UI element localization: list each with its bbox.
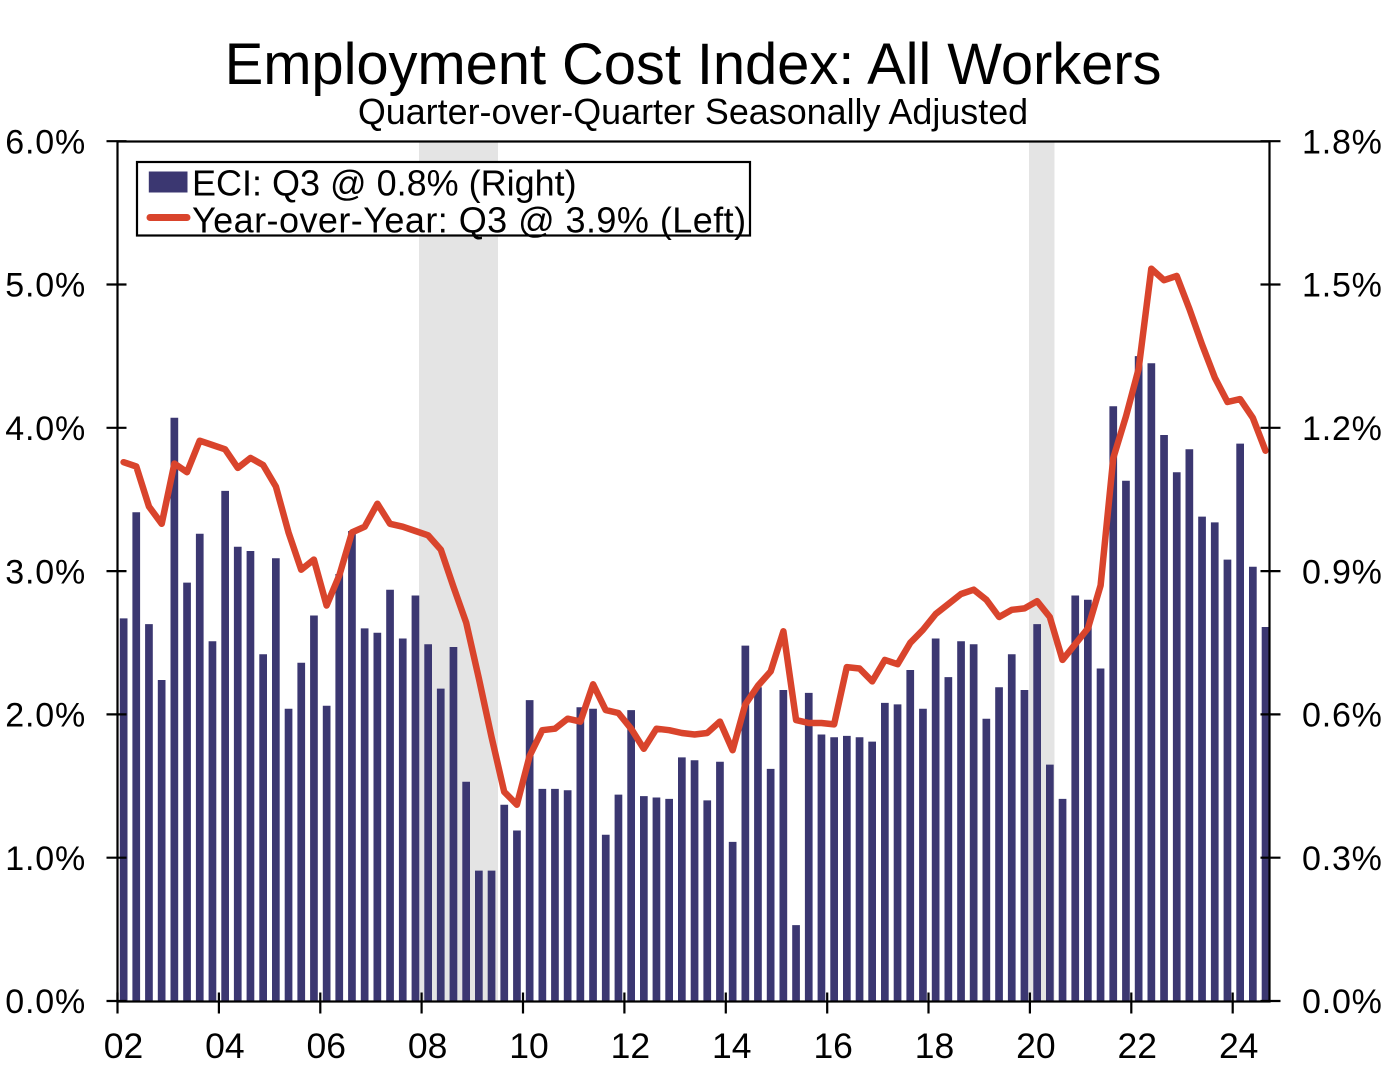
svg-text:5.0%: 5.0% <box>5 267 86 305</box>
svg-text:0.0%: 0.0% <box>1302 983 1383 1021</box>
svg-text:Year-over-Year: Q3 @ 3.9% (Lef: Year-over-Year: Q3 @ 3.9% (Left) <box>192 200 747 241</box>
svg-text:0.0%: 0.0% <box>5 983 86 1021</box>
svg-text:0.6%: 0.6% <box>1302 697 1383 735</box>
svg-text:4.0%: 4.0% <box>5 410 86 448</box>
svg-text:1.5%: 1.5% <box>1302 267 1383 305</box>
svg-text:2.0%: 2.0% <box>5 697 86 735</box>
svg-text:1.8%: 1.8% <box>1302 123 1383 161</box>
svg-text:18: 18 <box>915 1026 955 1065</box>
svg-text:12: 12 <box>611 1026 651 1065</box>
svg-text:02: 02 <box>104 1026 144 1065</box>
svg-text:0.9%: 0.9% <box>1302 553 1383 591</box>
svg-text:16: 16 <box>813 1026 853 1065</box>
svg-text:22: 22 <box>1118 1026 1158 1065</box>
svg-text:14: 14 <box>712 1026 752 1065</box>
svg-text:04: 04 <box>205 1026 245 1065</box>
svg-text:10: 10 <box>509 1026 549 1065</box>
svg-text:1.0%: 1.0% <box>5 840 86 878</box>
svg-text:0.3%: 0.3% <box>1302 840 1383 878</box>
svg-text:20: 20 <box>1016 1026 1056 1065</box>
svg-text:3.0%: 3.0% <box>5 553 86 591</box>
svg-text:ECI: Q3 @ 0.8% (Right): ECI: Q3 @ 0.8% (Right) <box>192 163 577 204</box>
svg-text:1.2%: 1.2% <box>1302 410 1383 448</box>
svg-text:06: 06 <box>307 1026 347 1065</box>
svg-text:Employment Cost Index: All Wor: Employment Cost Index: All Workers <box>225 32 1162 97</box>
svg-text:Quarter-over-Quarter Seasonall: Quarter-over-Quarter Seasonally Adjusted <box>358 92 1028 132</box>
svg-text:08: 08 <box>408 1026 448 1065</box>
svg-text:24: 24 <box>1219 1026 1259 1065</box>
svg-text:6.0%: 6.0% <box>5 123 86 161</box>
